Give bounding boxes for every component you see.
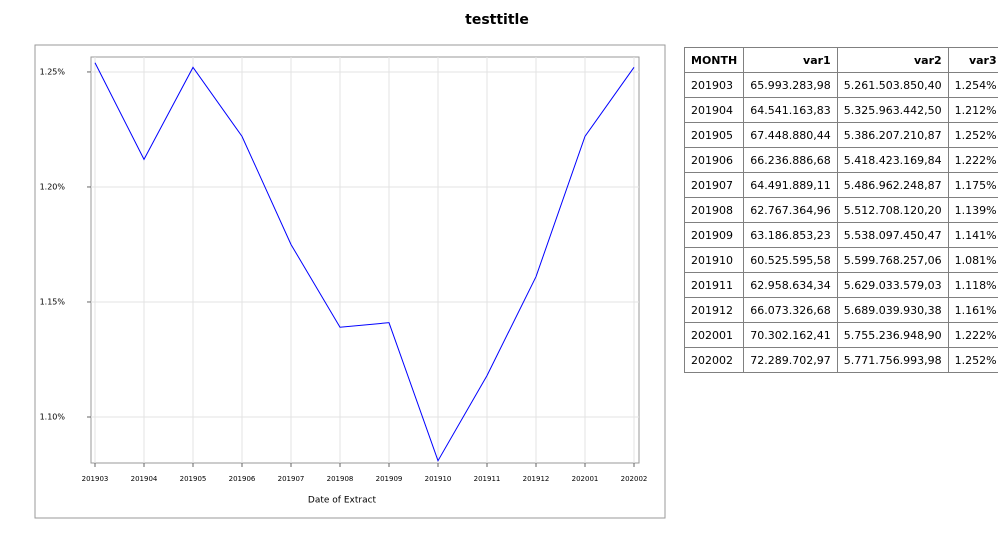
table-row: 201908 62.767.364,96 5.512.708.120,20 1.139… xyxy=(683,197,998,223)
table-cell: 5.418.423.169,84 xyxy=(836,147,949,173)
y-tick-label: 1.20% xyxy=(40,182,66,191)
table-row: 202001 70.302.162,41 5.755.236.948,90 1.222… xyxy=(683,322,998,348)
table-cell: 67.448.880,44 xyxy=(743,122,838,148)
line xyxy=(94,62,635,462)
table-cell: 62.958.634,34 xyxy=(743,272,838,298)
column-header: MONTH xyxy=(683,47,745,73)
y-tick-label: 1.10% xyxy=(40,412,66,421)
table-row: 202002 72.289.702,97 5.771.756.993,98 1.252… xyxy=(683,347,998,373)
table-cell: 5.755.236.948,90 xyxy=(836,322,949,348)
table-cell: 202002 xyxy=(683,347,745,373)
table-cell: 5.386.207.210,87 xyxy=(836,122,949,148)
table-cell: 5.538.097.450,47 xyxy=(836,222,949,248)
table-row: 201912 66.073.326,68 5.689.039.930,38 1.161… xyxy=(683,297,998,323)
x-tick-label: 201904 xyxy=(131,475,158,483)
table-cell: 66.236.886,68 xyxy=(743,147,838,173)
table-cell: 5.599.768.257,06 xyxy=(836,247,949,273)
chart-title: testtitle xyxy=(465,12,529,28)
table-cell: 5.261.503.850,40 xyxy=(836,72,949,98)
table-cell: 1.141% xyxy=(947,222,998,248)
table-cell: 72.289.702,97 xyxy=(743,347,838,373)
table-cell: 1.222% xyxy=(947,147,998,173)
table-row: 201907 64.491.889,11 5.486.962.248,87 1.175… xyxy=(683,172,998,198)
table-cell: 1.118% xyxy=(947,272,998,298)
chart-frame xyxy=(34,44,666,519)
table-cell: 64.491.889,11 xyxy=(743,172,838,198)
column-header: var3 xyxy=(947,47,998,73)
table-cell: 201909 xyxy=(683,222,745,248)
table-cell: 65.993.283,98 xyxy=(743,72,838,98)
table-cell: 201906 xyxy=(683,147,745,173)
x-tick-label: 201906 xyxy=(229,475,256,483)
table-cell: 1.252% xyxy=(947,122,998,148)
table-cell: 201908 xyxy=(683,197,745,223)
table-cell: 63.186.853,23 xyxy=(743,222,838,248)
x-tick-label: 202002 xyxy=(621,475,648,483)
table-cell: 1.081% xyxy=(947,247,998,273)
x-tick-label: 201911 xyxy=(474,475,501,483)
table-row: 201911 62.958.634,34 5.629.033.579,03 1.118… xyxy=(683,272,998,298)
table-cell: 1.175% xyxy=(947,172,998,198)
x-tick-label: 201912 xyxy=(523,475,550,483)
x-tick-label: 201910 xyxy=(425,475,452,483)
table-cell: 5.689.039.930,38 xyxy=(836,297,949,323)
y-tick-label: 1.25% xyxy=(40,67,66,76)
table-cell: 62.767.364,96 xyxy=(743,197,838,223)
table-cell: 5.486.962.248,87 xyxy=(836,172,949,198)
table-row: 201909 63.186.853,23 5.538.097.450,47 1.141… xyxy=(683,222,998,248)
table-cell: 1.161% xyxy=(947,297,998,323)
table-cell: 1.222% xyxy=(947,322,998,348)
plot-area xyxy=(90,56,640,464)
table-cell: 201911 xyxy=(683,272,745,298)
x-tick-label: 201903 xyxy=(82,475,109,483)
table-row: 201905 67.448.880,44 5.386.207.210,87 1.252… xyxy=(683,122,998,148)
table-row: 201910 60.525.595,58 5.599.768.257,06 1.081… xyxy=(683,247,998,273)
table-cell: 66.073.326,68 xyxy=(743,297,838,323)
table-row: 201906 66.236.886,68 5.418.423.169,84 1.222… xyxy=(683,147,998,173)
table-cell: 5.629.033.579,03 xyxy=(836,272,949,298)
x-axis-label: Date of Extract xyxy=(308,496,377,506)
table-cell: 1.139% xyxy=(947,197,998,223)
x-tick-label: 201908 xyxy=(327,475,354,483)
table-cell: 201904 xyxy=(683,97,745,123)
table-cell: 201907 xyxy=(683,172,745,198)
table-cell: 64.541.163,83 xyxy=(743,97,838,123)
header-row: MONTH var1 var2 var3 xyxy=(683,47,998,73)
column-header: var1 xyxy=(743,47,838,73)
table-cell: 5.325.963.442,50 xyxy=(836,97,949,123)
table-cell: 201905 xyxy=(683,122,745,148)
x-tick-label: 201907 xyxy=(278,475,305,483)
table-row: 201904 64.541.163,83 5.325.963.442,50 1.212… xyxy=(683,97,998,123)
table-cell: 201910 xyxy=(683,247,745,273)
table-cell: 5.512.708.120,20 xyxy=(836,197,949,223)
table-cell: 70.302.162,41 xyxy=(743,322,838,348)
table-cell: 202001 xyxy=(683,322,745,348)
table-cell: 201903 xyxy=(683,72,745,98)
x-tick-label: 201905 xyxy=(180,475,207,483)
data-table: MONTH var1 var2 var3 201903 65.993.283,98 5.26… xyxy=(683,47,998,373)
table-cell: 1.252% xyxy=(947,347,998,373)
table-cell: 1.212% xyxy=(947,97,998,123)
y-tick-label: 1.15% xyxy=(40,297,66,306)
table-cell: 5.771.756.993,98 xyxy=(836,347,949,373)
x-tick-label: 201909 xyxy=(376,475,403,483)
table-cell: 201912 xyxy=(683,297,745,323)
table-cell: 60.525.595,58 xyxy=(743,247,838,273)
table-cell: 1.254% xyxy=(947,72,998,98)
table-row: 201903 65.993.283,98 5.261.503.850,40 1.254… xyxy=(683,72,998,98)
x-tick-label: 202001 xyxy=(572,475,599,483)
column-header: var2 xyxy=(836,47,949,73)
